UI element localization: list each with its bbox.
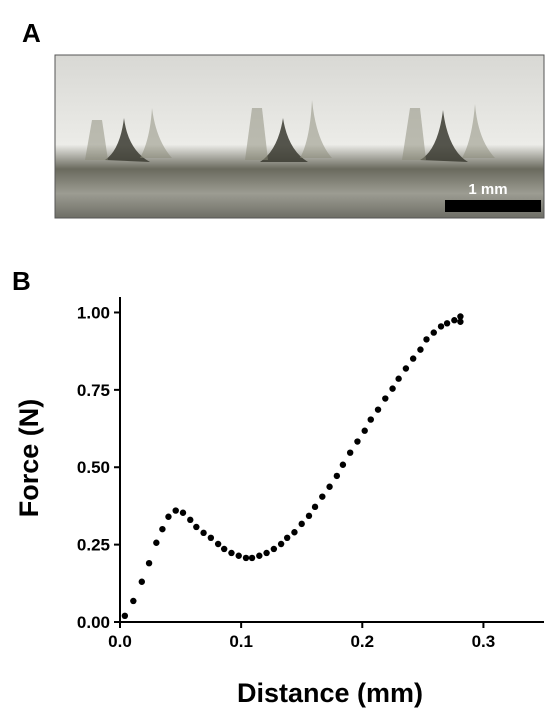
- x-tick-label: 0.3: [472, 632, 496, 651]
- data-point: [409, 355, 417, 362]
- x-axis-title: Distance (mm): [237, 678, 423, 708]
- data-point: [305, 512, 313, 520]
- data-point: [311, 503, 319, 511]
- data-point: [145, 559, 153, 567]
- blurred-needles: [85, 100, 495, 160]
- photo: 1 mm: [54, 54, 545, 219]
- data-point: [263, 549, 270, 557]
- data-point: [214, 540, 222, 548]
- data-point: [207, 534, 215, 542]
- data-point: [220, 545, 228, 553]
- data-point: [437, 323, 445, 330]
- data-point: [333, 472, 341, 480]
- data-point: [228, 549, 235, 557]
- y-tick-label: 0.75: [77, 381, 110, 400]
- data-point: [389, 385, 396, 392]
- data-point: [235, 552, 242, 559]
- panel-label: A: [22, 18, 41, 48]
- data-point: [179, 509, 187, 516]
- data-point: [361, 427, 368, 434]
- data-point: [430, 329, 437, 336]
- data-point: [451, 317, 458, 324]
- data-point: [423, 336, 430, 343]
- data-point: [374, 406, 382, 413]
- data-point: [130, 597, 137, 605]
- data-point: [443, 320, 451, 327]
- data-point: [153, 539, 160, 546]
- y-tick-label: 0.25: [77, 536, 110, 555]
- data-point: [457, 318, 464, 325]
- y-tick-label: 1.00: [77, 303, 110, 322]
- data-point: [417, 346, 424, 353]
- data-point: [402, 365, 410, 372]
- y-axis-title: Force (N): [14, 399, 44, 518]
- panel-label: B: [12, 266, 31, 296]
- data-point: [326, 483, 333, 490]
- x-tick-label: 0.1: [229, 632, 253, 651]
- data-point: [193, 523, 200, 531]
- data-point: [256, 552, 263, 559]
- data-point: [200, 529, 207, 537]
- x-tick-label: 0.2: [350, 632, 374, 651]
- data-point: [346, 449, 354, 456]
- y-tick-label: 0.00: [77, 613, 110, 632]
- data-point: [248, 554, 256, 562]
- microneedles: [105, 110, 468, 162]
- data-point: [270, 545, 278, 553]
- data-point: [291, 529, 298, 536]
- data-point: [138, 578, 146, 585]
- data-point: [165, 513, 172, 520]
- data-point: [159, 525, 166, 533]
- data-point: [457, 313, 464, 320]
- data-point: [354, 438, 361, 445]
- x-tick-label: 0.0: [108, 632, 132, 651]
- scale-bar: [445, 200, 541, 212]
- data-point: [187, 516, 194, 524]
- data-point: [283, 534, 291, 542]
- data-point: [367, 416, 374, 423]
- photo-frame: [54, 54, 545, 219]
- scale-bar-label: 1 mm: [468, 181, 507, 198]
- data-point: [242, 554, 250, 562]
- data-point: [382, 395, 389, 402]
- data-point: [298, 520, 305, 528]
- y-tick-label: 0.50: [77, 458, 110, 477]
- data-point: [121, 612, 129, 620]
- data-point: [339, 461, 347, 468]
- data-point: [277, 540, 285, 548]
- data-point: [172, 507, 179, 514]
- data-point: [319, 493, 326, 500]
- data-point: [395, 375, 402, 382]
